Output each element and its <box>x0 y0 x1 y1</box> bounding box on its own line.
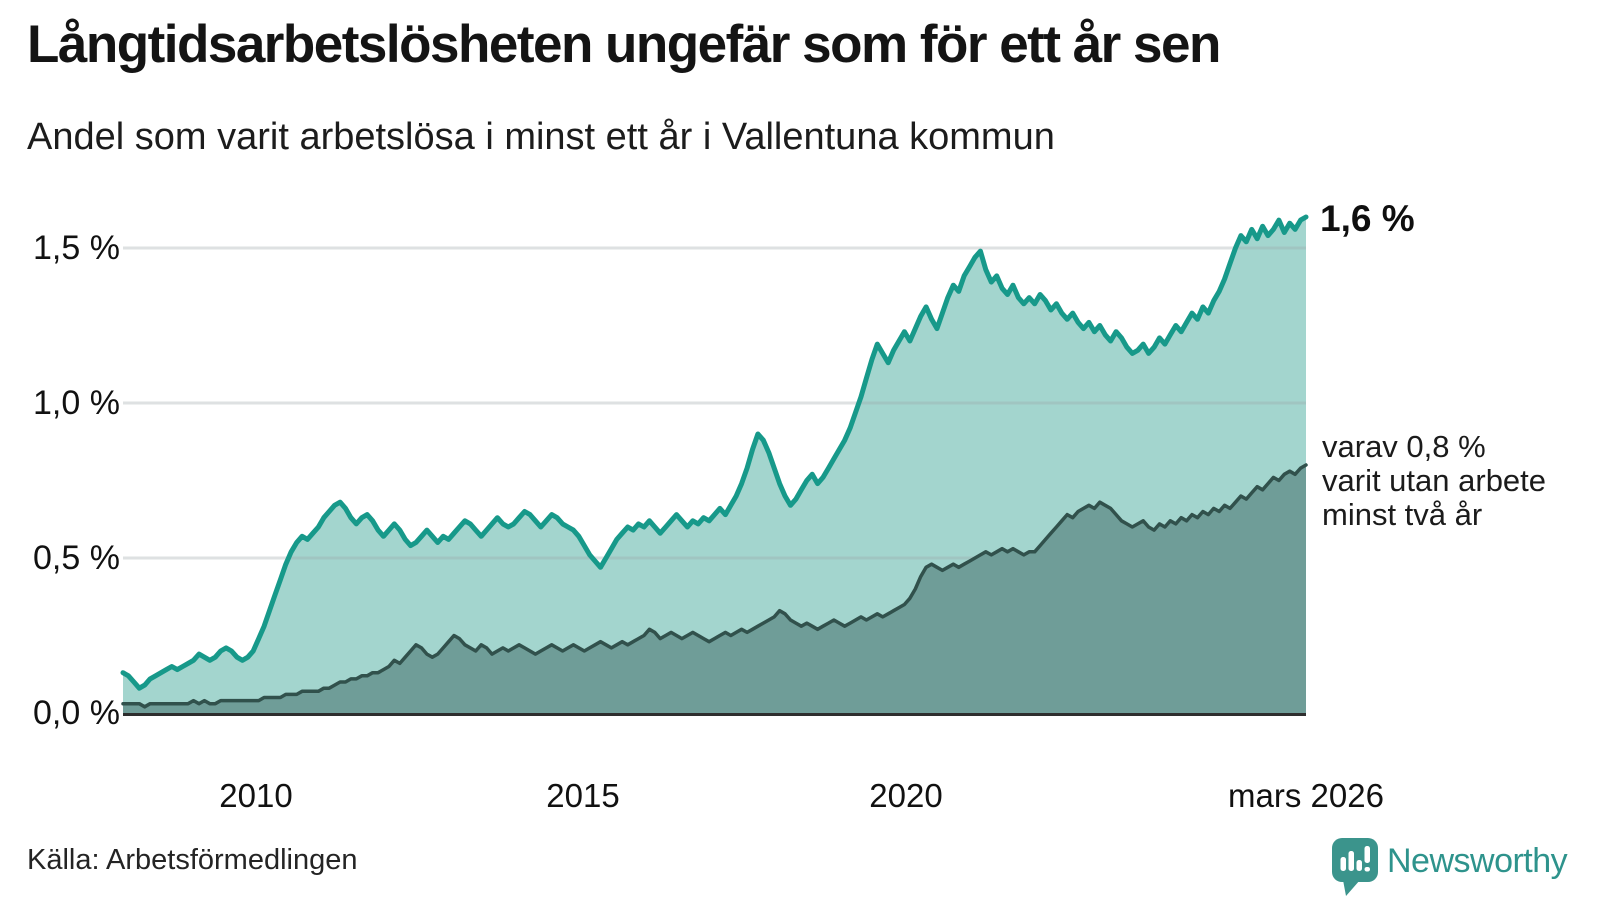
series-note-line-3: minst två år <box>1322 497 1483 532</box>
series-note-line-1: varav 0,8 % <box>1322 429 1486 464</box>
y-axis-label-0-5: 0,5 % <box>33 539 120 577</box>
series-note: varav 0,8 % varit utan arbete minst två … <box>1322 430 1546 532</box>
page-title: Långtidsarbetslösheten ungefär som för e… <box>27 15 1221 74</box>
newsworthy-icon <box>1332 838 1378 896</box>
end-value-label: 1,6 % <box>1320 198 1415 239</box>
x-axis-label-2010: 2010 <box>219 777 293 814</box>
source-note: Källa: Arbetsförmedlingen <box>27 844 358 876</box>
x-axis-label-mars-2026: mars 2026 <box>1228 777 1384 814</box>
newsworthy-wordmark: Newsworthy <box>1387 842 1568 880</box>
y-axis-label-1-5: 1,5 % <box>33 229 120 267</box>
y-axis-label-0-0: 0,0 % <box>33 694 120 732</box>
y-axis-label-1-0: 1,0 % <box>33 384 120 422</box>
chart-subtitle: Andel som varit arbetslösa i minst ett å… <box>27 116 1055 158</box>
series-note-line-2: varit utan arbete <box>1322 463 1547 498</box>
x-axis-label-2020: 2020 <box>869 777 943 814</box>
newsworthy-logo[interactable]: Newsworthy <box>1330 836 1590 896</box>
x-axis-label-2015: 2015 <box>546 777 620 814</box>
